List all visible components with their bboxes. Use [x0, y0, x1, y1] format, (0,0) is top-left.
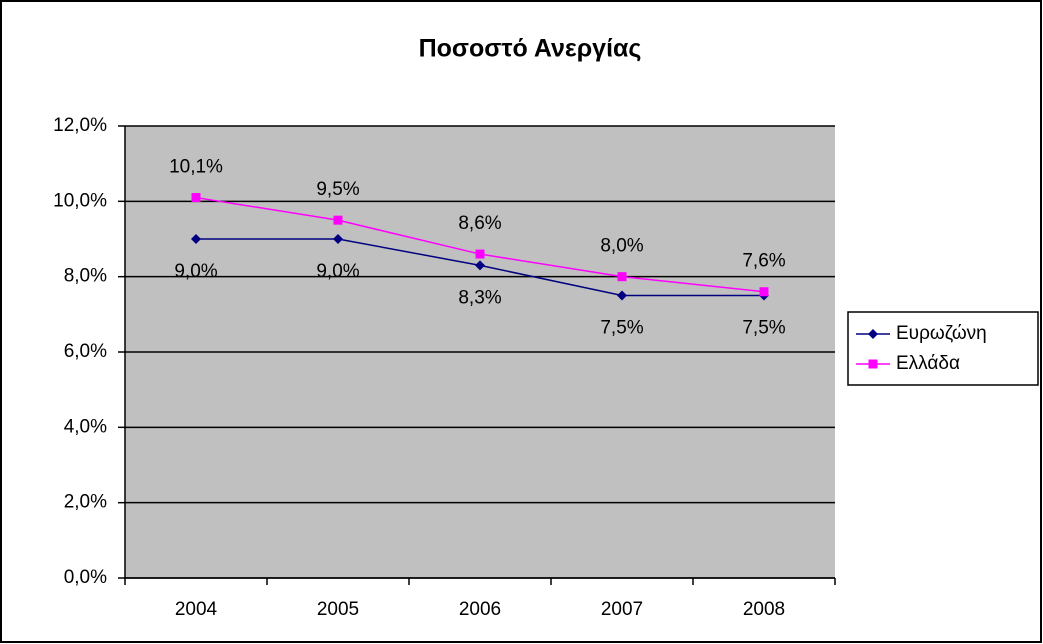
marker	[759, 287, 769, 297]
data-label: 7,6%	[742, 251, 785, 272]
y-tick-label: 10,0%	[53, 190, 107, 211]
legend-label: Ευρωζώνη	[896, 323, 987, 344]
marker	[191, 234, 201, 244]
data-label: 8,6%	[458, 213, 501, 234]
marker	[617, 272, 627, 282]
x-tick-label: 2007	[601, 599, 643, 620]
marker	[475, 249, 485, 259]
data-label: 9,0%	[316, 261, 359, 282]
marker	[617, 290, 627, 301]
data-label: 8,0%	[600, 236, 643, 257]
y-tick-label: 2,0%	[64, 492, 107, 513]
y-tick-label: 6,0%	[64, 341, 107, 362]
legend-box	[847, 311, 1039, 386]
y-tick-label: 0,0%	[64, 567, 107, 588]
marker	[475, 260, 485, 271]
data-label: 8,3%	[458, 287, 501, 308]
data-label: 9,0%	[174, 261, 217, 282]
x-tick-label: 2006	[459, 599, 501, 620]
x-tick-label: 2005	[317, 599, 359, 620]
x-tick-label: 2004	[175, 599, 218, 620]
y-tick-label: 12,0%	[53, 115, 107, 136]
x-tick-label: 2008	[743, 599, 785, 620]
data-label: 10,1%	[169, 157, 223, 178]
marker	[333, 215, 343, 225]
marker	[868, 359, 878, 369]
legend-label: Ελλάδα	[896, 353, 960, 374]
data-label: 7,5%	[742, 318, 785, 339]
y-tick-label: 8,0%	[64, 266, 107, 287]
data-label: 9,5%	[316, 179, 359, 200]
chart-title: Ποσοστό Ανεργίας	[419, 35, 642, 63]
marker	[333, 234, 343, 244]
marker	[191, 193, 201, 203]
y-tick-label: 4,0%	[64, 416, 107, 437]
marker	[868, 329, 878, 339]
data-label: 7,5%	[600, 318, 643, 339]
